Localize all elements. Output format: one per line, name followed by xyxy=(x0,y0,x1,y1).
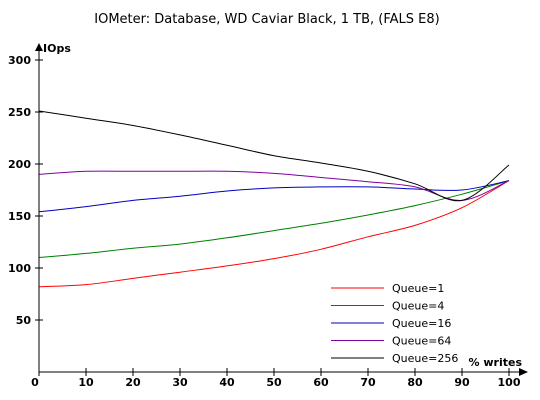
x-tick-label: 70 xyxy=(360,376,376,389)
y-tick-label: 300 xyxy=(8,54,31,67)
series-line-queue-16 xyxy=(38,180,510,213)
x-axis-label: % writes xyxy=(469,356,523,369)
x-tick-label: 30 xyxy=(172,376,188,389)
legend-label: Queue=16 xyxy=(392,317,451,330)
legend: Queue=1 Queue=4 Queue=16 Queue=64 Queue=256 xyxy=(331,282,458,365)
x-tick-label: 60 xyxy=(313,376,329,389)
x-tick-label: 100 xyxy=(498,376,521,389)
x-tick-label: 80 xyxy=(407,376,423,389)
series-line-queue-1 xyxy=(38,180,510,288)
x-tick-label: 10 xyxy=(78,376,94,389)
x-tick-label: 0 xyxy=(31,376,39,389)
legend-label: Queue=64 xyxy=(392,335,451,348)
y-tick-label: 100 xyxy=(8,262,31,275)
y-tick-label: 150 xyxy=(8,210,31,223)
x-tick-label: 20 xyxy=(125,376,141,389)
y-tick-label: 50 xyxy=(16,314,32,327)
x-tick-label: 40 xyxy=(219,376,235,389)
x-tick-label: 50 xyxy=(266,376,282,389)
y-axis-arrow xyxy=(35,43,43,51)
x-axis-arrow xyxy=(519,368,528,376)
series-line-queue-4 xyxy=(38,180,510,259)
chart-title: IOMeter: Database, WD Caviar Black, 1 TB… xyxy=(94,12,439,27)
legend-label: Queue=1 xyxy=(392,282,444,295)
y-axis-label: IOps xyxy=(43,42,71,55)
y-tick-label: 250 xyxy=(8,106,31,119)
series-line-queue-64 xyxy=(38,170,510,201)
axes-layer: 50 100 150 200 250 300 0 10 20 30 40 50 60 70 80 90 100 xyxy=(8,43,528,389)
x-tick-label: 90 xyxy=(454,376,470,389)
legend-label: Queue=256 xyxy=(392,352,458,365)
y-tick-label: 200 xyxy=(8,158,31,171)
series-layer xyxy=(38,110,510,288)
series-line-queue-256 xyxy=(38,110,510,202)
legend-label: Queue=4 xyxy=(392,300,444,313)
